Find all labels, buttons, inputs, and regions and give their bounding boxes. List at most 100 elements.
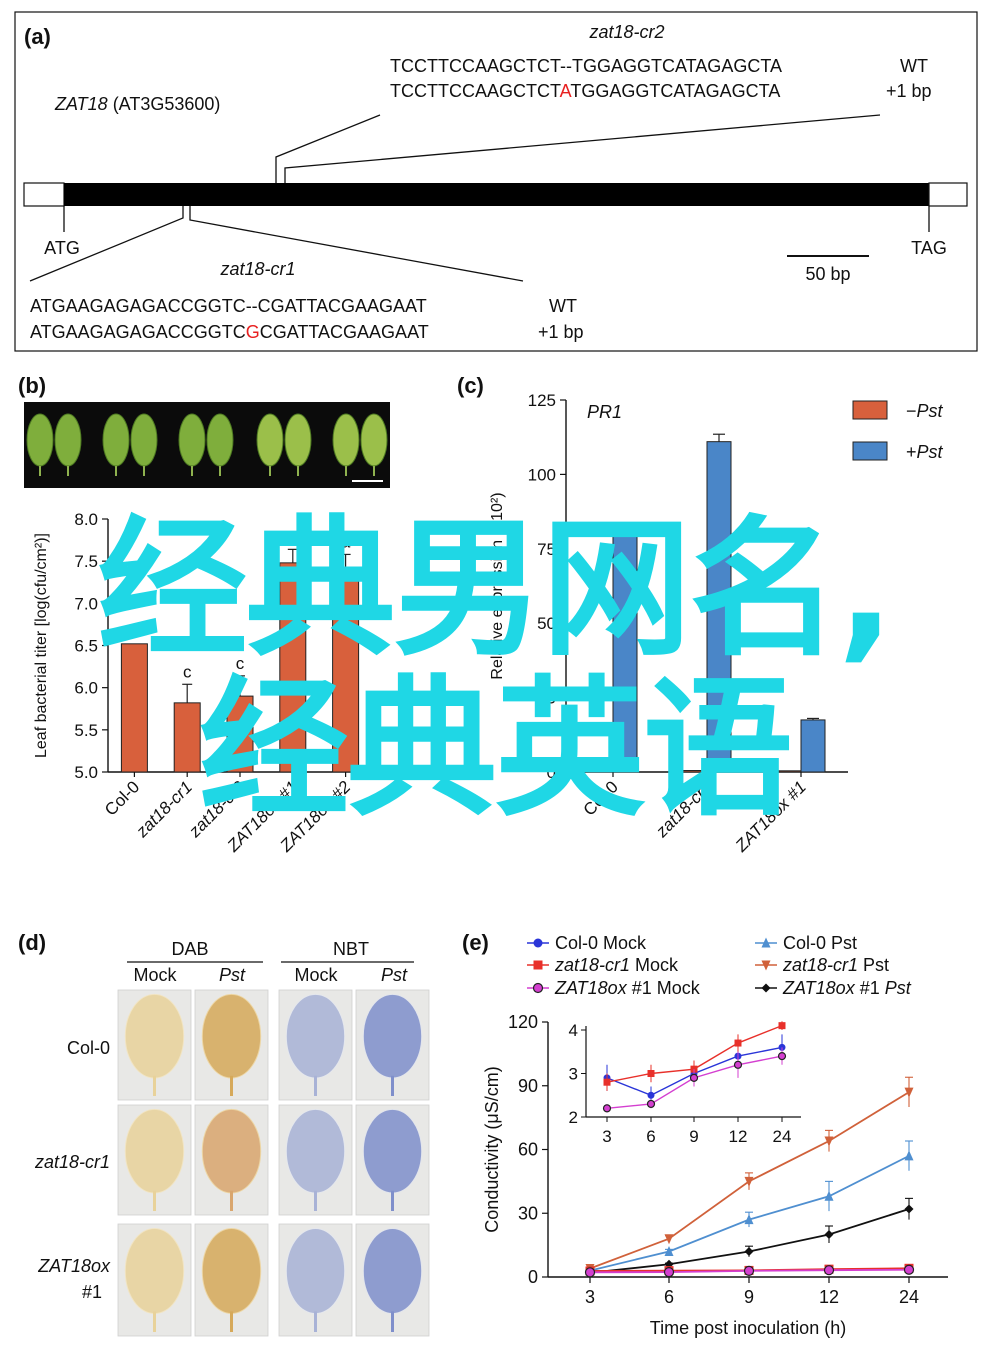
row-label-col0: Col-0 (67, 1038, 110, 1058)
cr1-callout (29, 206, 184, 282)
marker-diamond (761, 983, 771, 993)
stained-leaf (201, 993, 262, 1079)
c-bar (706, 441, 732, 773)
leaf-photo (24, 402, 390, 488)
e-y-axis-label: Conductivity (μS/cm) (482, 1066, 502, 1232)
marker-triangle-down (744, 1176, 754, 1187)
nbt-pst-header: Pst (381, 965, 408, 985)
cr2-callout-2 (284, 114, 881, 183)
b-y-tick-label: 6.0 (74, 679, 98, 698)
stained-leaf (124, 993, 185, 1079)
row-label-cr1: zat18-cr1 (34, 1152, 110, 1172)
e-x-tick-label: 24 (899, 1287, 919, 1307)
panel-a-frame (14, 11, 978, 352)
dab-pst-header: Pst (219, 965, 246, 985)
e-legend-label: zat18-cr1 Pst (782, 955, 889, 975)
e-inset-x-tick-label: 9 (689, 1127, 698, 1146)
cr1-callout-2 (189, 206, 524, 282)
cr1-wt-label: WT (549, 296, 577, 316)
cr1-mut-label: +1 bp (538, 322, 584, 342)
panel-c-label: (c) (457, 373, 484, 398)
e-x-tick-label: 6 (664, 1287, 674, 1307)
e-inset-x-tick-label: 12 (729, 1127, 748, 1146)
marker-triangle-down (664, 1234, 674, 1245)
b-y-tick-label: 7.5 (74, 552, 98, 571)
e-legend-label: Col-0 Pst (783, 933, 857, 953)
atg-label: ATG (44, 238, 80, 258)
marker-diamond (824, 1230, 834, 1239)
cr2-wt-label: WT (900, 56, 928, 76)
leaf-3-1 (284, 413, 312, 467)
e-x-tick-label: 12 (819, 1287, 839, 1307)
e-y-tick-label: 30 (518, 1203, 538, 1223)
c-y-tick-label: 75 (537, 540, 556, 559)
c-y-tick-label: 100 (528, 465, 556, 484)
c-y-tick-label: 25 (537, 689, 556, 708)
e-y-tick-label: 90 (518, 1076, 538, 1096)
panel-d: (d) DAB NBT Mock Pst Mock Pst Col-0 zat1… (18, 930, 430, 1337)
marker-square (647, 1070, 655, 1077)
e-y-tick-label: 120 (508, 1012, 538, 1032)
e-legend-label: Col-0 Mock (555, 933, 647, 953)
marker-circle-outline (903, 1264, 915, 1275)
nbt-header: NBT (333, 939, 369, 959)
e-y-tick-label: 0 (528, 1267, 538, 1287)
c-legend-label: +Pst (906, 442, 944, 462)
tag-label: TAG (911, 238, 947, 258)
b-bar (173, 702, 201, 773)
stained-leaf (285, 993, 346, 1079)
e-inset-x-tick-label: 24 (773, 1127, 792, 1146)
stained-leaf (201, 1108, 262, 1194)
stained-leaf (124, 1227, 185, 1315)
stained-leaf (362, 1227, 423, 1315)
c-y-tick-label: 0 (547, 763, 556, 782)
dab-mock-header: Mock (133, 965, 177, 985)
panel-d-label: (d) (18, 930, 46, 955)
marker-triangle-down (761, 960, 771, 971)
c-bar (588, 769, 614, 773)
c-bar (776, 770, 802, 773)
marker-square (778, 1022, 786, 1030)
panel-a-label: (a) (24, 24, 51, 49)
e-legend-label: ZAT18ox #1 Pst (782, 978, 912, 998)
b-significance-letter: b (130, 622, 139, 641)
panel-b: (b) 5.0 5.5 6.0 6.5 7.0 7.5 8.0 Leaf bacterial … (18, 373, 390, 856)
c-legend-swatch (852, 400, 888, 420)
e-inset-y-tick-label: 2 (569, 1108, 578, 1127)
b-y-tick-label: 8.0 (74, 510, 98, 529)
b-x-tick-label: zat18-cr1 (132, 777, 196, 841)
leaf-2-1 (206, 413, 234, 467)
c-bar (682, 770, 708, 773)
marker-circle-outline (584, 1267, 596, 1278)
gene-label: ZAT18 (AT3G53600) (54, 94, 220, 114)
leaf-4-0 (332, 413, 360, 467)
dab-header: DAB (171, 939, 208, 959)
cr2-callout (275, 114, 381, 183)
leaf-1-0 (102, 413, 130, 467)
marker-square (734, 1039, 742, 1047)
e-legend-label: zat18-cr1 Mock (554, 955, 679, 975)
marker-circle-outline (532, 982, 544, 994)
marker-circle-outline (663, 1267, 675, 1278)
gene-5utr (23, 182, 65, 207)
b-bar (332, 570, 360, 773)
b-y-tick-label: 5.0 (74, 763, 98, 782)
marker-circle (647, 1091, 655, 1099)
e-x-axis-label: Time post inoculation (h) (650, 1318, 846, 1338)
leaf-3-0 (256, 413, 284, 467)
marker-circle-outline (646, 1099, 656, 1109)
leaf-0-0 (26, 413, 54, 467)
e-inset-y-tick-label: 3 (569, 1065, 578, 1084)
c-chart-title: PR1 (587, 402, 622, 422)
marker-triangle-up (904, 1150, 914, 1161)
marker-circle-outline (733, 1060, 743, 1069)
b-y-tick-label: 5.5 (74, 721, 98, 740)
leaf-4-1 (360, 413, 388, 467)
pr1-expression-chart: 0 25 50 75 100 125 Relative expression (×10²) P… (489, 391, 944, 856)
nbt-mock-header: Mock (294, 965, 338, 985)
c-y-tick-label: 125 (528, 391, 556, 410)
cr1-mut-seq: ATGAAGAGAGACCGGTCGCGATTACGAAGAAT (30, 322, 429, 342)
cr2-wt-seq: TCCTTCCAAGCTCT--TGGAGGTCATAGAGCTA (390, 56, 782, 76)
